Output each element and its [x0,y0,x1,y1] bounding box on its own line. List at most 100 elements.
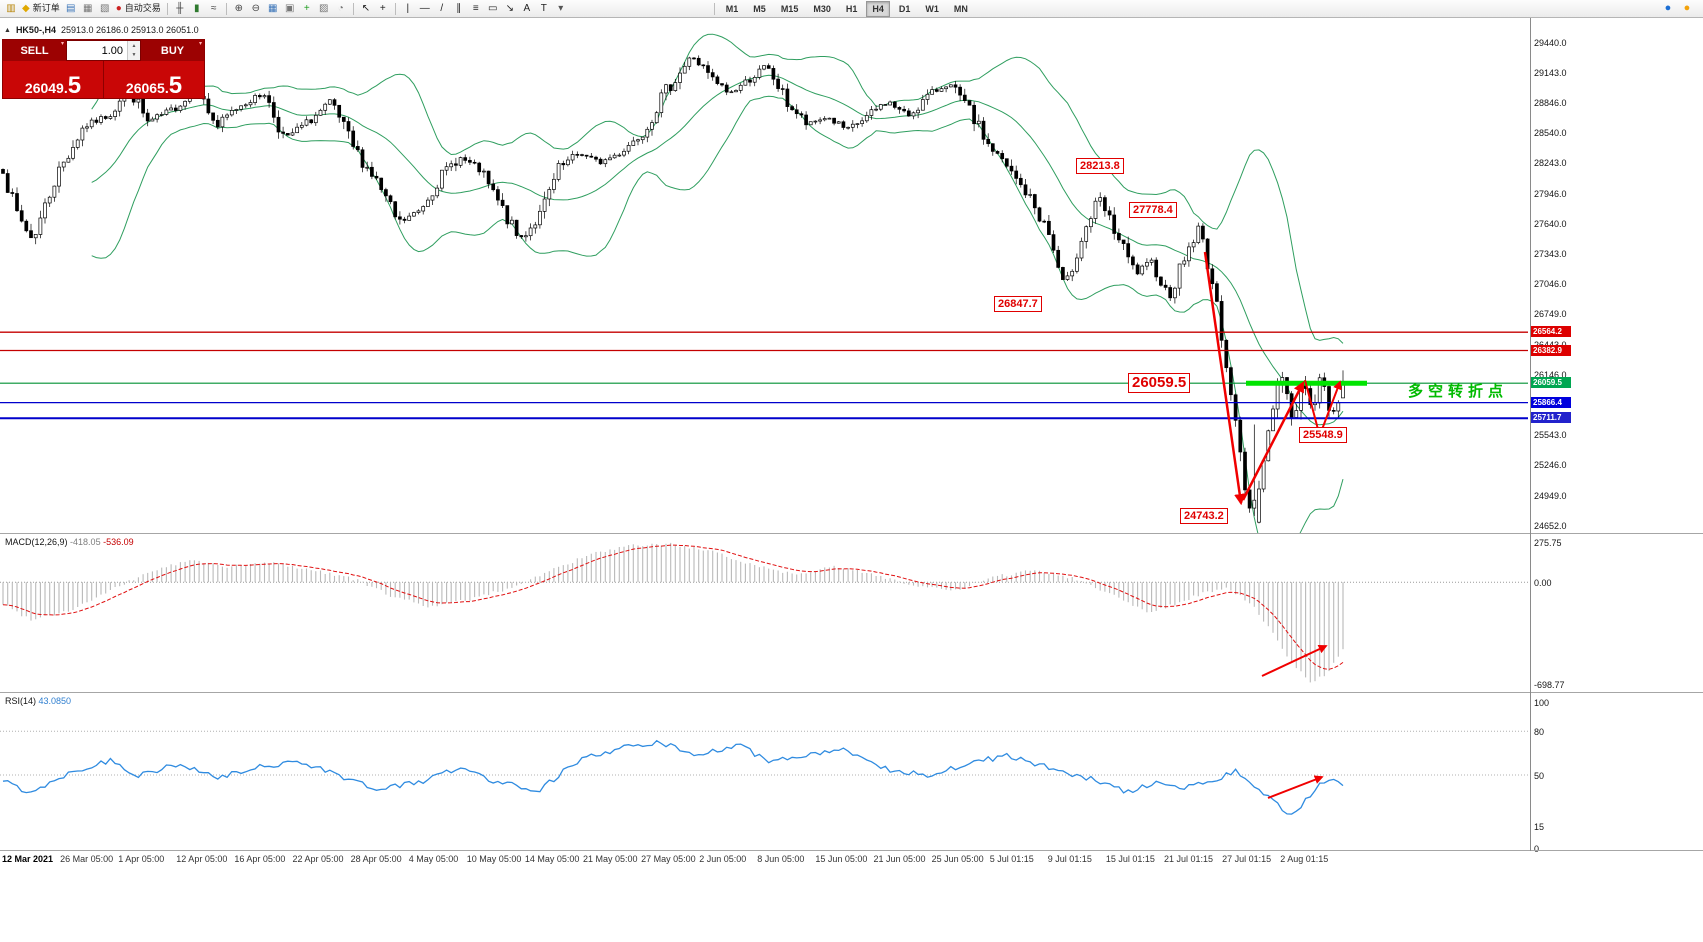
candle-body [902,108,906,112]
candle-body [925,93,930,100]
zoom-out-icon[interactable]: ⊖ [248,1,264,16]
sell-price-button[interactable]: 26049. 5 [3,61,104,98]
main-toolbar: ▥ ◆ 新订单 ▤ ▦ ▧ ● 自动交易 ╫ ▮ ≈ ⊕ ⊖ ▦ ▣ + ▨ ◔ ↖ + | — / ∥ ≡ ▭ ↘ A T ▾ M1 M5 M… [0,0,1703,18]
rsi-arrow[interactable] [1267,775,1324,799]
sell-dropdown-icon[interactable]: ▾ [60,41,64,47]
line-chart-type-icon[interactable]: ≈ [206,1,222,16]
candle-body [47,196,52,204]
candle-body [920,99,925,111]
time-axis-label: 22 Apr 05:00 [292,854,344,864]
arrows-tool-icon[interactable]: ↘ [502,1,518,16]
time-axis-label: 14 May 05:00 [524,854,580,864]
price-axis-label: 25246.0 [1534,460,1567,471]
candlestick-chart-type-icon[interactable]: ▮ [189,1,205,16]
rsi-panel-divider[interactable] [0,692,1703,693]
notifications-icon[interactable]: ● [1683,2,1691,14]
trendline-tool-icon[interactable]: / [434,1,450,16]
toolbar-separator [713,2,715,15]
tile-windows-icon[interactable]: ▦ [265,1,281,16]
tools-dropdown-icon[interactable]: ▾ [553,1,569,16]
candle-body [701,64,706,67]
candle-body [1177,263,1182,289]
candle-body [1261,460,1266,490]
price-chart-canvas[interactable] [0,18,1530,533]
price-label-callout[interactable]: 24743.2 [1180,507,1228,524]
cursor-icon[interactable]: ↖ [358,1,374,16]
candle-body [1196,225,1201,243]
timeframe-m1[interactable]: M1 [725,3,739,14]
macd-arrow[interactable] [1261,644,1328,677]
crosshair-icon[interactable]: + [375,1,391,16]
channel-tool-icon[interactable]: ∥ [451,1,467,16]
timeframe-m5[interactable]: M5 [753,3,766,14]
timeframe-h1[interactable]: H1 [845,3,858,14]
price-label-callout[interactable]: 27778.4 [1129,201,1177,218]
candle-body [5,173,10,193]
auto-arrange-icon[interactable]: ▣ [282,1,298,16]
candle-body [1004,158,1009,167]
bar-chart-type-icon[interactable]: ╫ [172,1,188,16]
lot-increase-icon[interactable]: ▲ [128,41,140,51]
horizontal-line-tool-icon[interactable]: — [417,1,433,16]
candle-body [1243,451,1247,491]
vertical-line-tool-icon[interactable]: | [400,1,416,16]
label-tool-icon: T [540,2,547,14]
candle-body [860,120,864,124]
rsi-panel-canvas[interactable] [0,694,1530,850]
timeframe-w1[interactable]: W1 [925,3,939,14]
horizontal-line-tool-icon: — [419,2,430,14]
horizontal-lines[interactable] [0,331,1528,420]
time-axis-label: 12 Mar 2021 [2,854,54,864]
indicators-icon[interactable]: + [299,1,315,16]
candle-body [664,84,668,94]
label-tool-icon[interactable]: T [536,1,552,16]
fibonacci-tool-icon[interactable]: ≡ [468,1,484,16]
lot-size-value[interactable]: 1.00 [101,44,123,57]
candle-body [19,210,24,222]
price-label-callout[interactable]: 25548.9 [1299,426,1347,443]
autotrading-button[interactable]: ● 自动交易 [114,1,163,16]
lot-decrease-icon[interactable]: ▼ [128,50,140,60]
price-label-callout[interactable]: 28213.8 [1076,157,1124,174]
timeframe-m15[interactable]: M15 [780,3,799,14]
buy-dropdown-icon[interactable]: ▾ [198,41,202,47]
community-icon[interactable]: ● [1664,2,1672,14]
zoom-in-icon[interactable]: ⊕ [231,1,247,16]
candle-body [990,143,995,152]
sell-button[interactable]: SELL ▾ [3,40,66,61]
bollinger-upper [91,33,1344,344]
buy-price-button[interactable]: 26065. 5 [104,61,204,98]
new-chart-icon[interactable]: ▥ [3,1,19,16]
timeframe-mn[interactable]: MN [953,3,968,14]
data-window-icon[interactable]: ▧ [97,1,113,16]
candle-body [1313,402,1317,406]
price-label-callout[interactable]: 26847.7 [994,295,1042,312]
macd-panel-canvas[interactable] [0,535,1530,691]
timeframe-d1[interactable]: D1 [898,3,911,14]
candle-body [1070,270,1075,277]
candle-body [1294,410,1299,418]
buy-button[interactable]: BUY ▾ [141,40,204,61]
macd-panel-divider[interactable] [0,533,1703,534]
chart-profiles-icon[interactable]: ▤ [63,1,79,16]
templates-icon[interactable]: ▨ [316,1,332,16]
shapes-tool-icon[interactable]: ▭ [485,1,501,16]
line-chart-type-icon: ≈ [211,2,217,14]
timeframe-m30[interactable]: M30 [813,3,831,14]
turning-point-annotation[interactable]: 多空转折点 [1408,383,1509,400]
collapse-one-click-icon[interactable]: ▲ [4,26,11,34]
candle-body [1084,226,1089,242]
candle-body [1140,265,1145,275]
candle-body [1107,210,1112,216]
period-icon[interactable]: ◔ [333,1,349,16]
text-tool-icon[interactable]: A [519,1,535,16]
new-order-button[interactable]: ◆ 新订单 [20,1,62,16]
candle-body [29,230,33,239]
timeframe-h4[interactable]: H4 [866,0,890,17]
candle-body [71,147,75,159]
price-label-callout[interactable]: 26059.5 [1128,373,1191,394]
candle-body [1331,410,1336,412]
market-watch-icon[interactable]: ▦ [80,1,96,16]
lot-size-field[interactable]: 1.00 ▲ ▼ [66,40,141,61]
trendline-tool-icon: / [440,2,444,14]
